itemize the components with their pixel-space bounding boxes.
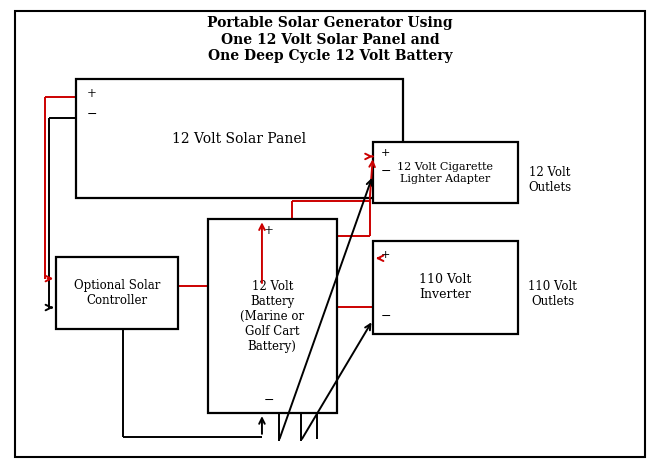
Text: −: − [264, 394, 274, 407]
Text: −: − [381, 165, 391, 178]
Text: +: + [86, 87, 96, 100]
Text: 12 Volt Cigarette
Lighter Adapter: 12 Volt Cigarette Lighter Adapter [397, 162, 494, 184]
Text: +: + [264, 225, 274, 237]
Text: 12 Volt Solar Panel: 12 Volt Solar Panel [172, 132, 306, 146]
Bar [373, 142, 518, 203]
Text: 12 Volt
Battery
(Marine or
Golf Cart
Battery): 12 Volt Battery (Marine or Golf Cart Bat… [240, 280, 304, 353]
Text: 110 Volt
Outlets: 110 Volt Outlets [528, 280, 577, 308]
Bar [56, 257, 178, 329]
Text: +: + [381, 250, 390, 260]
Text: 12 Volt
Outlets: 12 Volt Outlets [528, 166, 571, 194]
Text: −: − [86, 108, 97, 120]
Text: 110 Volt
Inverter: 110 Volt Inverter [419, 273, 472, 301]
Text: Optional Solar
Controller: Optional Solar Controller [74, 279, 160, 307]
Text: Portable Solar Generator Using
One 12 Volt Solar Panel and
One Deep Cycle 12 Vol: Portable Solar Generator Using One 12 Vo… [207, 16, 453, 63]
Bar [373, 241, 518, 334]
Bar [76, 79, 403, 198]
Text: +: + [381, 149, 390, 158]
Bar [208, 219, 337, 413]
Text: −: − [381, 310, 391, 323]
